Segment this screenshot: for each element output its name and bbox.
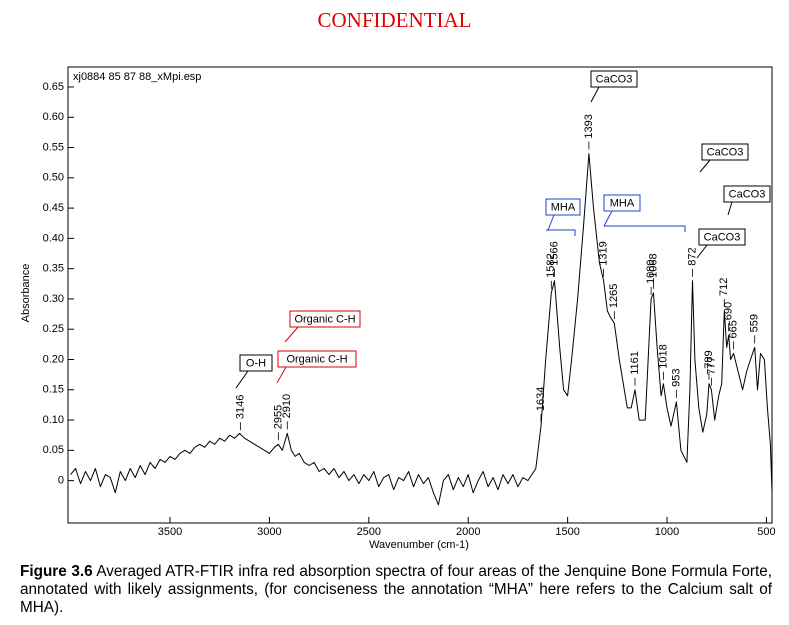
y-tick-label: 0.05 (43, 444, 64, 456)
y-tick-label: 0.10 (43, 414, 64, 426)
callout-text: MHA (610, 197, 635, 209)
bracket (604, 225, 686, 232)
x-tick-label: 1500 (555, 526, 579, 538)
callout-pointer (727, 201, 733, 216)
chart: xj0884 85 87 88_xMpi.esp Absorbance Wave… (20, 66, 776, 551)
peak-label: 1265 (608, 284, 620, 308)
y-tick-label: 0.25 (43, 323, 64, 335)
x-axis-label: Wavenumber (cm-1) (369, 539, 469, 551)
peak-label: 2955 (272, 405, 284, 429)
x-tick-label: 500 (757, 526, 775, 538)
peak-label: 1566 (548, 241, 560, 265)
x-tick-label: 3500 (158, 526, 182, 538)
callout-box (603, 194, 641, 212)
callout-text: MHA (551, 201, 576, 213)
callout-box (698, 228, 746, 246)
peak-label: 1018 (657, 344, 669, 368)
y-tick-label: 0.20 (43, 353, 64, 365)
peak-label: 3146 (234, 395, 246, 419)
callout-text: CaCO3 (704, 231, 741, 243)
x-tick-label: 2500 (357, 526, 381, 538)
callout-box (701, 143, 749, 161)
x-tick-label: 1000 (655, 526, 679, 538)
x-tick-label: 2000 (456, 526, 480, 538)
peak-label: 559 (749, 314, 761, 332)
y-tick-label: 0.35 (43, 263, 64, 275)
peak-label: 1634 (535, 387, 547, 411)
callout-text: CaCO3 (707, 146, 744, 158)
peak-label: 1161 (629, 351, 641, 375)
callout-text: O-H (246, 357, 266, 369)
caption-text: Averaged ATR-FTIR infra red absorption s… (20, 563, 773, 616)
callout-text: Organic C-H (286, 353, 347, 365)
callout-box (723, 185, 771, 203)
file-label: xj0884 85 87 88_xMpi.esp (73, 71, 201, 83)
x-tick-label: 3000 (257, 526, 281, 538)
spectrum-line (70, 153, 773, 506)
callout-box (545, 198, 581, 216)
y-tick-label: 0.30 (43, 293, 64, 305)
callout-box (289, 310, 361, 328)
peak-label: 777 (705, 356, 717, 374)
peak-label: 789 (703, 350, 715, 368)
y-axis-label: Absorbance (20, 264, 32, 323)
caption-label: Figure 3.6 (20, 563, 93, 580)
callout-pointer (284, 326, 299, 343)
callout-pointer (547, 214, 555, 231)
y-tick-label: 0.65 (43, 81, 64, 93)
peak-label: 690 (723, 302, 735, 320)
callout-pointer (235, 370, 249, 389)
peak-label: 665 (728, 320, 740, 338)
caption: Figure 3.6 Averaged ATR-FTIR infra red a… (20, 563, 772, 617)
y-tick-label: 0.45 (43, 202, 64, 214)
callout-text: Organic C-H (294, 313, 355, 325)
peak-label: 712 (718, 278, 730, 296)
callout-box (277, 350, 357, 368)
callout-text: CaCO3 (729, 188, 766, 200)
callout-pointer (696, 244, 708, 259)
header: CONFIDENTIAL (317, 8, 472, 32)
callout-box (239, 354, 273, 372)
callout-box (590, 70, 638, 88)
y-tick-label: 0.15 (43, 384, 64, 396)
peak-label: 1080 (645, 259, 657, 283)
y-tick-label: 0.40 (43, 232, 64, 244)
peak-label: 1319 (598, 241, 610, 265)
y-tick-label: 0.60 (43, 111, 64, 123)
peak-label: 1068 (647, 253, 659, 277)
callout-pointer (276, 366, 287, 384)
callout-pointer (699, 159, 711, 173)
peak-label: 953 (670, 369, 682, 387)
callout-pointer (590, 86, 600, 103)
plot-frame (67, 66, 773, 524)
peak-label: 1393 (583, 114, 595, 138)
y-tick-label: 0 (58, 475, 64, 487)
peak-label: 872 (686, 247, 698, 265)
y-tick-label: 0.50 (43, 172, 64, 184)
y-tick-label: 0.55 (43, 141, 64, 153)
peak-label: 2910 (281, 394, 293, 418)
bracket (546, 229, 576, 236)
callout-pointer (603, 210, 613, 227)
callout-text: CaCO3 (596, 73, 633, 85)
